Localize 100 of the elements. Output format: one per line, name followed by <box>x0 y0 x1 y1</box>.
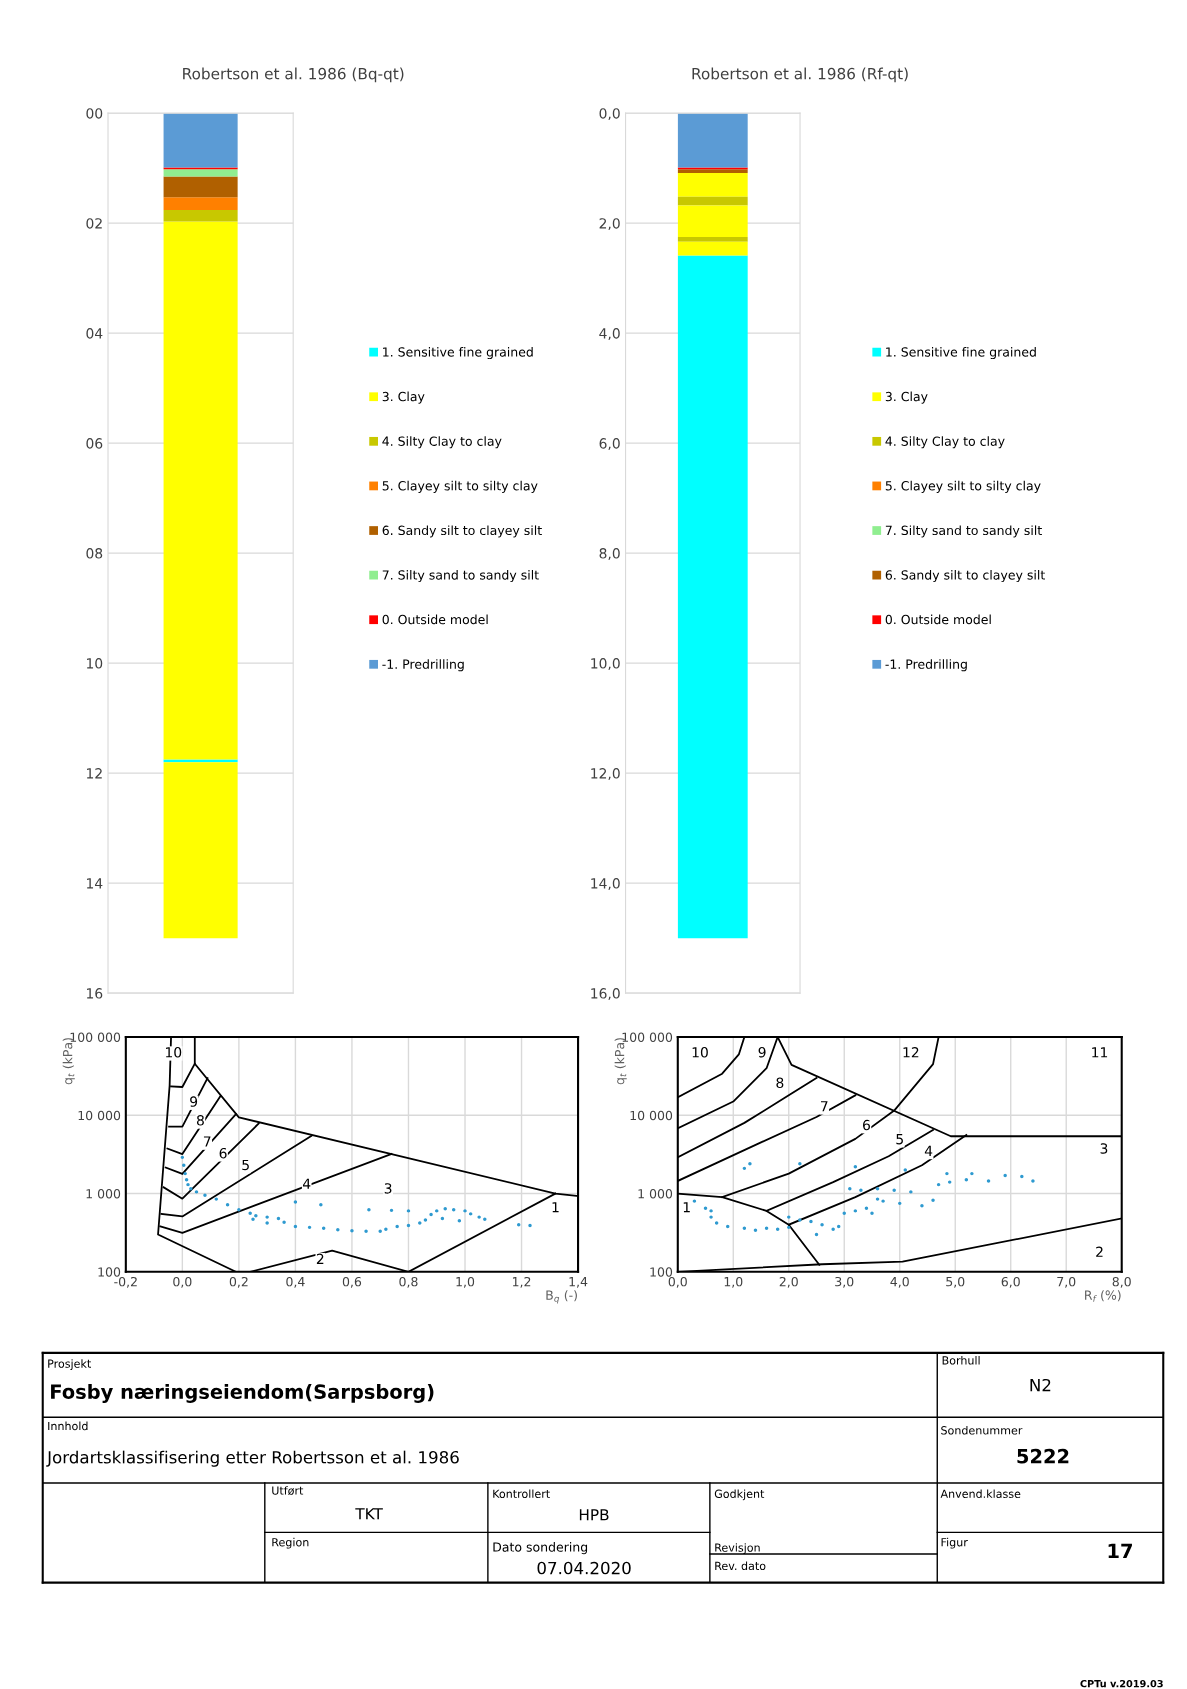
text: Revisjon <box>715 1543 760 1554</box>
y-tick-label: 8,0 <box>599 548 620 561</box>
legend-label: 7. Silty sand to sandy silt <box>885 525 1042 538</box>
y-tick-label: 100 <box>98 1267 121 1277</box>
text: Region <box>272 1537 309 1549</box>
x-tick-label: 1,4 <box>569 1277 588 1288</box>
legend-label: 5. Clayey silt to silty clay <box>382 480 538 493</box>
x-axis-title: R$_{f}$ (%) <box>1085 1290 1121 1302</box>
legend-label: 4. Silty Clay to clay <box>885 436 1005 449</box>
legend-label: -1. Predrilling <box>885 659 967 672</box>
y-tick-label: 1 000 <box>86 1189 121 1199</box>
x-tick-label: 2,0 <box>779 1276 798 1288</box>
text: Innhold <box>48 1421 88 1431</box>
text: Utført <box>272 1486 304 1496</box>
x-tick-label: 6,0 <box>1001 1276 1020 1288</box>
annotation: 6 <box>219 1147 227 1159</box>
annotation: 5 <box>896 1134 903 1145</box>
y-tick-label: 14,0 <box>591 878 620 891</box>
annotation: 7 <box>203 1136 211 1147</box>
annotation: 6 <box>863 1119 870 1131</box>
text: 5222 <box>1017 1448 1069 1464</box>
y-tick-label: 08 <box>86 548 103 559</box>
x-tick-label: 0,6 <box>342 1276 362 1288</box>
annotation: 1 <box>683 1202 690 1213</box>
annotation: 3 <box>1100 1143 1108 1154</box>
y-tick-label: 04 <box>86 328 103 339</box>
x-tick-label: 1,0 <box>456 1276 475 1288</box>
y-tick-label: 1 000 <box>638 1189 673 1199</box>
text: CPTu v.2019.03 <box>1080 1679 1163 1688</box>
text: HPB <box>579 1509 609 1521</box>
y-tick-label: 02 <box>86 218 102 229</box>
legend-label: 3. Clay <box>382 391 425 404</box>
text: Prosjekt <box>48 1359 91 1370</box>
y-tick-label: 00 <box>86 108 103 119</box>
annotation: 8 <box>196 1115 204 1126</box>
text: 17 <box>1108 1543 1132 1558</box>
x-tick-label: 3,0 <box>835 1276 854 1288</box>
x-tick-label: -0,2 <box>114 1276 137 1288</box>
annotation: 12 <box>903 1047 919 1058</box>
text: Rev. dato <box>715 1561 766 1571</box>
x-tick-label: 0,2 <box>229 1276 248 1288</box>
x-axis-title: B$_{q}$ (-) <box>546 1290 577 1304</box>
legend-label: 6. Sandy silt to clayey silt <box>382 525 542 538</box>
y-tick-label: 12 <box>87 768 102 779</box>
chart-title: Robertson et al. 1986 (Rf-qt) <box>692 67 908 83</box>
x-tick-label: 0,8 <box>399 1276 418 1288</box>
annotation: 10 <box>692 1047 708 1058</box>
y-tick-label: 12,0 <box>591 768 620 781</box>
annotation: 1 <box>552 1202 559 1213</box>
annotation: 11 <box>1092 1047 1108 1058</box>
y-tick-label: 10 000 <box>78 1110 121 1121</box>
legend-label: 5. Clayey silt to silty clay <box>885 480 1041 493</box>
x-tick-label: 4,0 <box>890 1276 909 1288</box>
annotation: 8 <box>776 1077 784 1089</box>
x-tick-label: 0,0 <box>668 1276 687 1288</box>
y-tick-label: 100 <box>650 1267 673 1277</box>
text: Anvend.klasse <box>940 1489 1021 1498</box>
annotation: 7 <box>821 1101 828 1112</box>
x-tick-label: 0,0 <box>173 1276 192 1288</box>
x-tick-label: 1,0 <box>724 1276 743 1288</box>
legend-label: 1. Sensitive fine grained <box>383 347 533 360</box>
chart-title: Robertson et al. 1986 (Bq-qt) <box>183 67 404 83</box>
annotation: 9 <box>190 1096 198 1107</box>
y-tick-label: 2,0 <box>599 218 620 231</box>
x-tick-label: 0,4 <box>286 1276 305 1288</box>
legend-label: 1. Sensitive fine grained <box>886 347 1036 360</box>
text: Figur <box>941 1537 968 1549</box>
annotation: 4 <box>924 1145 933 1156</box>
x-tick-label: 8,0 <box>1112 1276 1131 1288</box>
annotation: 9 <box>758 1047 766 1058</box>
legend-label: 0. Outside model <box>382 614 488 625</box>
legend-label: 7. Silty sand to sandy silt <box>382 570 539 583</box>
y-tick-label: 6,0 <box>599 438 620 451</box>
y-tick-label: 4,0 <box>599 328 620 341</box>
annotation: 2 <box>316 1253 324 1264</box>
y-tick-label: 0,0 <box>599 108 620 121</box>
text: Kontrollert <box>493 1489 550 1498</box>
x-tick-label: 1,2 <box>512 1276 531 1288</box>
text: Godkjent <box>714 1489 765 1501</box>
annotation: 3 <box>384 1183 392 1194</box>
y-tick-label: 10,0 <box>591 658 620 671</box>
text: Sondenummer <box>941 1425 1023 1435</box>
legend-label: 3. Clay <box>885 391 928 404</box>
annotation: 10 <box>166 1047 182 1058</box>
text: Jordartsklassifisering etter Robertsson et al. 1986 <box>46 1450 459 1467</box>
text: 07.04.2020 <box>537 1561 631 1575</box>
y-tick-label: 10 000 <box>630 1110 673 1121</box>
y-tick-label: 10 <box>87 658 103 669</box>
y-tick-label: 16 <box>87 988 103 999</box>
annotation: 4 <box>302 1178 311 1189</box>
y-tick-label: 16,0 <box>591 988 620 1001</box>
annotation: 2 <box>1096 1246 1103 1257</box>
text: TKT <box>355 1508 383 1520</box>
text: Fosby næringseiendom(Sarpsborg) <box>51 1383 434 1403</box>
text: N2 <box>1030 1378 1051 1392</box>
y-tick-label: 14 <box>87 878 103 889</box>
x-tick-label: 5,0 <box>946 1276 965 1288</box>
legend-label: 0. Outside model <box>885 614 991 625</box>
text: Borhull <box>942 1355 980 1365</box>
x-tick-label: 7,0 <box>1057 1276 1076 1288</box>
